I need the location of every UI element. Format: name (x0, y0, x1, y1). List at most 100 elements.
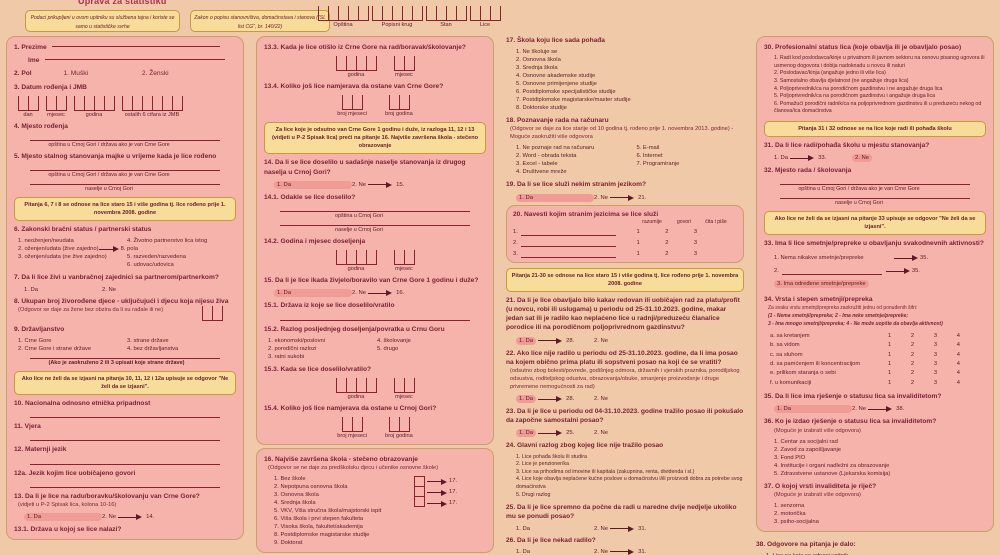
q25-option-no[interactable]: 2. Ne (594, 525, 609, 532)
q6-option-4[interactable]: 4. Životno partnerstvo lica istog pola (127, 238, 208, 253)
q37-option-1[interactable]: 1. senzorna (774, 502, 805, 509)
q32-input-opstina[interactable] (780, 184, 970, 186)
q3-year[interactable]: godina (74, 95, 115, 118)
id-field-stan[interactable]: Stan (426, 6, 467, 28)
q16-option-3[interactable]: 3. Osnovna škola (274, 492, 319, 499)
q18-option-2[interactable]: 2. Word - obrada teksta (516, 153, 577, 160)
scale-3[interactable]: 3 (933, 332, 938, 339)
q15-option-no[interactable]: 2. Ne (352, 290, 367, 297)
cell[interactable] (28, 95, 39, 111)
scale-1[interactable]: 1 (888, 342, 892, 349)
opstina-cells[interactable] (318, 6, 369, 21)
q7-option-no[interactable]: 2. Ne (102, 286, 117, 293)
scale-3[interactable]: 3 (933, 370, 938, 377)
cell[interactable] (358, 6, 369, 21)
q14-2-month[interactable]: mjesec (394, 250, 415, 272)
q15-3-month[interactable]: mjesec (394, 378, 415, 400)
q26-option-no[interactable]: 2. Ne (594, 548, 609, 555)
q20-row-3-scale-2[interactable]: 2 (665, 251, 669, 258)
q15-2-option-1[interactable]: 1. ekonomski/poslovni (268, 337, 326, 344)
cell[interactable] (352, 417, 364, 433)
q33-option-2-input[interactable] (781, 268, 882, 275)
id-field-lice[interactable]: Lice (470, 6, 501, 28)
scale-2[interactable]: 2 (910, 360, 915, 367)
q24-option-1[interactable]: 1. Lice pohađa školu ili studira (516, 453, 587, 460)
q37-option-3[interactable]: 3. psiho-socijalna (774, 518, 819, 525)
q23-option-yes[interactable]: 1. Da (516, 429, 537, 438)
q5-input-naselje[interactable] (30, 184, 220, 186)
scale-3[interactable]: 3 (933, 379, 938, 386)
q19-option-yes[interactable]: 1. Da (516, 193, 594, 202)
q35-option-no[interactable]: 2. Ne (852, 406, 867, 413)
scale-1[interactable]: 1 (888, 332, 892, 339)
q33-option-1[interactable]: 1. Nema nikakve smetnje/prepreke (774, 254, 864, 261)
q14-1-input-naselje[interactable] (280, 225, 470, 227)
cell[interactable] (56, 95, 67, 111)
q24-option-3[interactable]: 3. Lice sa prihodima od imovine ili kapi… (516, 468, 695, 475)
q9-input-country[interactable] (30, 358, 220, 360)
q18-option-6[interactable]: 6. Internet (636, 153, 663, 160)
q2-option-male[interactable]: 1. Muški (63, 70, 89, 78)
scale-1[interactable]: 1 (888, 370, 892, 377)
scale-4[interactable]: 4 (956, 370, 960, 377)
q5-input-opstina[interactable] (30, 170, 220, 172)
q8-cells[interactable] (202, 305, 223, 321)
q15-4-years[interactable]: broj godina (385, 417, 413, 439)
cell[interactable] (104, 95, 115, 111)
id-field-popisni-krug[interactable]: Popisni krug (372, 6, 423, 28)
q10-input[interactable] (30, 417, 220, 419)
q20-row-1-scale-2[interactable]: 2 (665, 229, 669, 236)
scale-4[interactable]: 4 (956, 351, 960, 358)
q15-4-months[interactable]: broj mjeseci (337, 417, 367, 439)
q3-day[interactable]: dan (18, 95, 39, 118)
q20-row-2-scale-3[interactable]: 3 (693, 240, 698, 247)
q37-option-2[interactable]: 2. motorička (774, 510, 806, 517)
cell[interactable] (366, 56, 377, 72)
q16-option-8[interactable]: 8. Postdiplomske magistarske studije (274, 532, 370, 539)
scale-1[interactable]: 1 (888, 360, 892, 367)
q1-firstname-input[interactable] (45, 59, 226, 61)
q17-option-2[interactable]: 2. Osnovna škola (516, 57, 561, 64)
q16-option-4[interactable]: 4. Srednja škola (274, 500, 316, 507)
q20-row-3-scale-3[interactable]: 3 (693, 251, 698, 258)
q16-option-9[interactable]: 9. Doktorat (274, 540, 303, 547)
q25-option-yes[interactable]: 1. Da (516, 525, 531, 532)
q17-option-4[interactable]: 4. Osnovne akademske studije (516, 73, 596, 80)
q17-option-1[interactable]: 1. Ne školuje se (516, 49, 558, 56)
q20-row-3-input[interactable] (520, 251, 616, 258)
cell[interactable] (404, 250, 415, 266)
cell[interactable] (352, 95, 364, 111)
q12a-input[interactable] (30, 486, 220, 488)
scale-3[interactable]: 3 (933, 351, 938, 358)
q16-option-7[interactable]: 7. Visoka škola, fakultet/akademija (274, 524, 363, 531)
cell[interactable] (366, 250, 377, 266)
q6-option-6[interactable]: 6. udovac/udovica (127, 262, 174, 269)
q20-row-2-input[interactable] (520, 240, 616, 247)
q16-option-1[interactable]: 1. Bez škole (274, 476, 306, 483)
q20-row-2-scale-2[interactable]: 2 (665, 240, 669, 247)
scale-1[interactable]: 1 (888, 351, 892, 358)
q2-option-female[interactable]: 2. Ženski (141, 70, 169, 78)
q18-option-7[interactable]: 7. Programiranje (636, 161, 680, 168)
q36-option-4[interactable]: 4. Institucije i organi nadležni za obra… (774, 462, 890, 469)
scale-3[interactable]: 3 (933, 360, 938, 367)
scale-2[interactable]: 2 (910, 342, 915, 349)
cell[interactable] (398, 95, 410, 111)
q14-option-yes[interactable]: 1. Da (274, 180, 352, 189)
q15-2-option-2[interactable]: 2. porodični razlozi (268, 345, 317, 352)
q18-option-3[interactable]: 3. Excel - tabele (516, 161, 558, 168)
q17-option-3[interactable]: 3. Srednja škola (516, 65, 558, 72)
scale-1[interactable]: 1 (888, 379, 892, 386)
q6-option-3[interactable]: 3. oženjen/udata (ne žive zajedno) (18, 254, 107, 261)
q20-row-1-scale-3[interactable]: 3 (693, 229, 698, 236)
scale-4[interactable]: 4 (956, 379, 960, 386)
q14-2-year[interactable]: godina (336, 250, 377, 272)
q15-option-yes[interactable]: 1. Da (274, 289, 352, 298)
q33-option-3[interactable]: 3. Ima određene smetnje/prepreke (774, 279, 869, 288)
id-field-opstina[interactable]: Opština (318, 6, 369, 28)
q16-option-6[interactable]: 6. Viša škola i prvi stepen fakulteta (274, 516, 364, 523)
q17-option-6[interactable]: 6. Postdiplomske specijalističke studije (516, 89, 616, 96)
scale-2[interactable]: 2 (910, 379, 915, 386)
q20-row-1-input[interactable] (520, 229, 616, 236)
scale-4[interactable]: 4 (956, 360, 960, 367)
